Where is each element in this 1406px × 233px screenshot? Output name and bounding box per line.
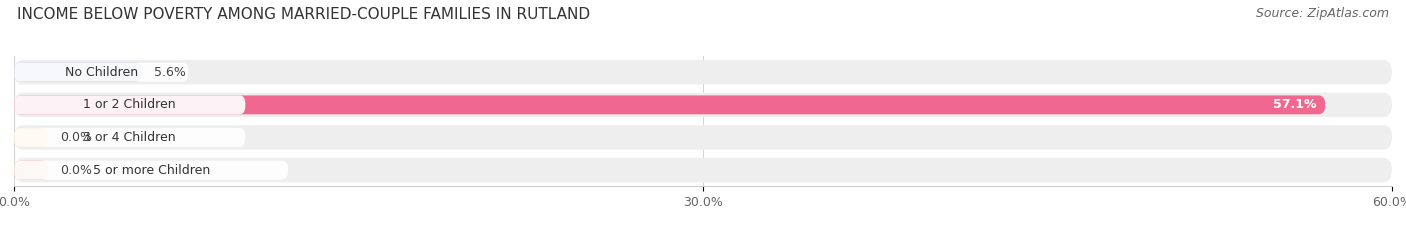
Text: 1 or 2 Children: 1 or 2 Children xyxy=(83,98,176,111)
Text: No Children: No Children xyxy=(65,66,138,79)
FancyBboxPatch shape xyxy=(14,128,245,147)
FancyBboxPatch shape xyxy=(14,161,48,180)
FancyBboxPatch shape xyxy=(14,128,48,147)
Text: 0.0%: 0.0% xyxy=(60,164,91,177)
Text: Source: ZipAtlas.com: Source: ZipAtlas.com xyxy=(1256,7,1389,20)
FancyBboxPatch shape xyxy=(14,125,1392,150)
FancyBboxPatch shape xyxy=(14,63,142,82)
Text: INCOME BELOW POVERTY AMONG MARRIED-COUPLE FAMILIES IN RUTLAND: INCOME BELOW POVERTY AMONG MARRIED-COUPL… xyxy=(17,7,591,22)
Text: 5.6%: 5.6% xyxy=(155,66,186,79)
FancyBboxPatch shape xyxy=(14,93,1392,117)
Text: 5 or more Children: 5 or more Children xyxy=(93,164,209,177)
Text: 3 or 4 Children: 3 or 4 Children xyxy=(83,131,176,144)
FancyBboxPatch shape xyxy=(14,63,188,82)
FancyBboxPatch shape xyxy=(14,158,1392,182)
FancyBboxPatch shape xyxy=(14,60,1392,85)
FancyBboxPatch shape xyxy=(14,95,1326,114)
Text: 57.1%: 57.1% xyxy=(1272,98,1316,111)
FancyBboxPatch shape xyxy=(14,161,288,179)
FancyBboxPatch shape xyxy=(14,96,245,114)
Text: 0.0%: 0.0% xyxy=(60,131,91,144)
